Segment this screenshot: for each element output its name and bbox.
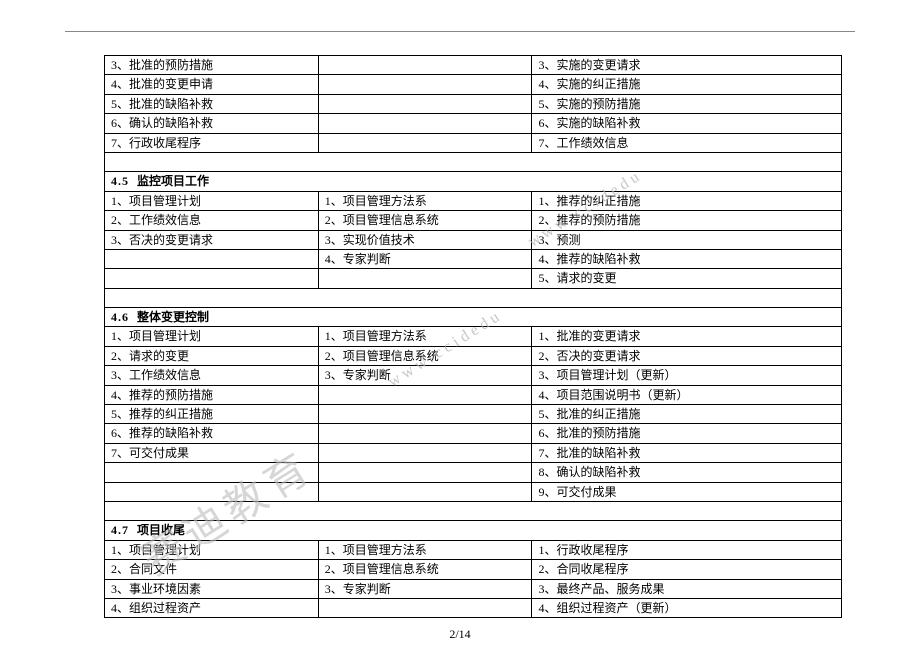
table-cell: 2、合同文件 <box>105 560 319 579</box>
table-cell: 1、项目管理方法系 <box>318 327 532 346</box>
table-cell: 1、推荐的纠正措施 <box>532 191 842 210</box>
table-cell: 1、项目管理计划 <box>105 540 319 559</box>
table-cell: 3、预测 <box>532 230 842 249</box>
table-cell: 5、实施的预防措施 <box>532 94 842 113</box>
page-number: 2/14 <box>0 627 920 642</box>
table-cell: 3、项目管理计划（更新） <box>532 366 842 385</box>
table-cell <box>318 269 532 288</box>
table-cell: 1、项目管理计划 <box>105 191 319 210</box>
table-cell: 1、项目管理方法系 <box>318 540 532 559</box>
table-cell <box>318 75 532 94</box>
table-cell: 3、最终产品、服务成果 <box>532 579 842 598</box>
table-cell: 5、推荐的纠正措施 <box>105 405 319 424</box>
table-cell: 6、推荐的缺陷补救 <box>105 424 319 443</box>
table-cell: 2、合同收尾程序 <box>532 560 842 579</box>
table-cell <box>318 598 532 617</box>
table-cell: 5、批准的纠正措施 <box>532 405 842 424</box>
section-header: 4.7项目收尾 <box>105 521 842 540</box>
table-cell: 3、事业环境因素 <box>105 579 319 598</box>
table-cell <box>318 56 532 75</box>
table-cell <box>318 482 532 501</box>
table-cell: 4、批准的变更申请 <box>105 75 319 94</box>
table-cell: 3、专家判断 <box>318 366 532 385</box>
table-cell: 3、批准的预防措施 <box>105 56 319 75</box>
table-cell: 3、实现价值技术 <box>318 230 532 249</box>
table-cell: 6、批准的预防措施 <box>532 424 842 443</box>
table-cell: 7、行政收尾程序 <box>105 133 319 152</box>
table-cell <box>318 133 532 152</box>
table-cell: 1、批准的变更请求 <box>532 327 842 346</box>
table-cell: 1、项目管理计划 <box>105 327 319 346</box>
table-cell: 2、工作绩效信息 <box>105 211 319 230</box>
table-cell <box>318 424 532 443</box>
table-cell: 2、请求的变更 <box>105 346 319 365</box>
process-table: 3、批准的预防措施 3、实施的变更请求 4、批准的变更申请 4、实施的纠正措施 5、批准… <box>104 55 842 618</box>
table-cell: 6、实施的缺陷补救 <box>532 114 842 133</box>
table-cell <box>105 482 319 501</box>
table-cell: 2、否决的变更请求 <box>532 346 842 365</box>
table-cell <box>105 249 319 268</box>
table-cell: 8、确认的缺陷补救 <box>532 463 842 482</box>
table-cell <box>318 94 532 113</box>
section-header: 4.5监控项目工作 <box>105 172 842 191</box>
table-cell: 9、可交付成果 <box>532 482 842 501</box>
table-cell: 3、否决的变更请求 <box>105 230 319 249</box>
table-cell: 7、工作绩效信息 <box>532 133 842 152</box>
table-cell <box>318 443 532 462</box>
table-cell: 3、专家判断 <box>318 579 532 598</box>
table-cell <box>318 405 532 424</box>
table-cell: 4、实施的纠正措施 <box>532 75 842 94</box>
gap-row <box>105 288 842 307</box>
top-divider <box>65 31 855 32</box>
table-cell <box>105 463 319 482</box>
page-content: 3、批准的预防措施 3、实施的变更请求 4、批准的变更申请 4、实施的纠正措施 5、批准… <box>104 55 842 608</box>
table-cell: 3、实施的变更请求 <box>532 56 842 75</box>
table-cell: 2、项目管理信息系统 <box>318 560 532 579</box>
table-cell: 1、行政收尾程序 <box>532 540 842 559</box>
table-cell: 4、推荐的缺陷补救 <box>532 249 842 268</box>
table-cell: 1、项目管理方法系 <box>318 191 532 210</box>
table-cell: 4、专家判断 <box>318 249 532 268</box>
table-cell: 4、项目范围说明书（更新） <box>532 385 842 404</box>
table-cell: 4、组织过程资产（更新） <box>532 598 842 617</box>
table-cell: 7、可交付成果 <box>105 443 319 462</box>
table-cell: 5、批准的缺陷补救 <box>105 94 319 113</box>
table-cell: 2、项目管理信息系统 <box>318 346 532 365</box>
table-cell: 2、推荐的预防措施 <box>532 211 842 230</box>
table-cell: 5、请求的变更 <box>532 269 842 288</box>
table-cell: 2、项目管理信息系统 <box>318 211 532 230</box>
section-header: 4.6整体变更控制 <box>105 308 842 327</box>
table-cell: 6、确认的缺陷补救 <box>105 114 319 133</box>
table-cell <box>318 463 532 482</box>
gap-row <box>105 501 842 520</box>
table-cell: 3、工作绩效信息 <box>105 366 319 385</box>
table-cell: 4、推荐的预防措施 <box>105 385 319 404</box>
table-cell <box>105 269 319 288</box>
table-cell: 4、组织过程资产 <box>105 598 319 617</box>
table-cell: 7、批准的缺陷补救 <box>532 443 842 462</box>
table-cell <box>318 385 532 404</box>
table-cell <box>318 114 532 133</box>
gap-row <box>105 152 842 171</box>
